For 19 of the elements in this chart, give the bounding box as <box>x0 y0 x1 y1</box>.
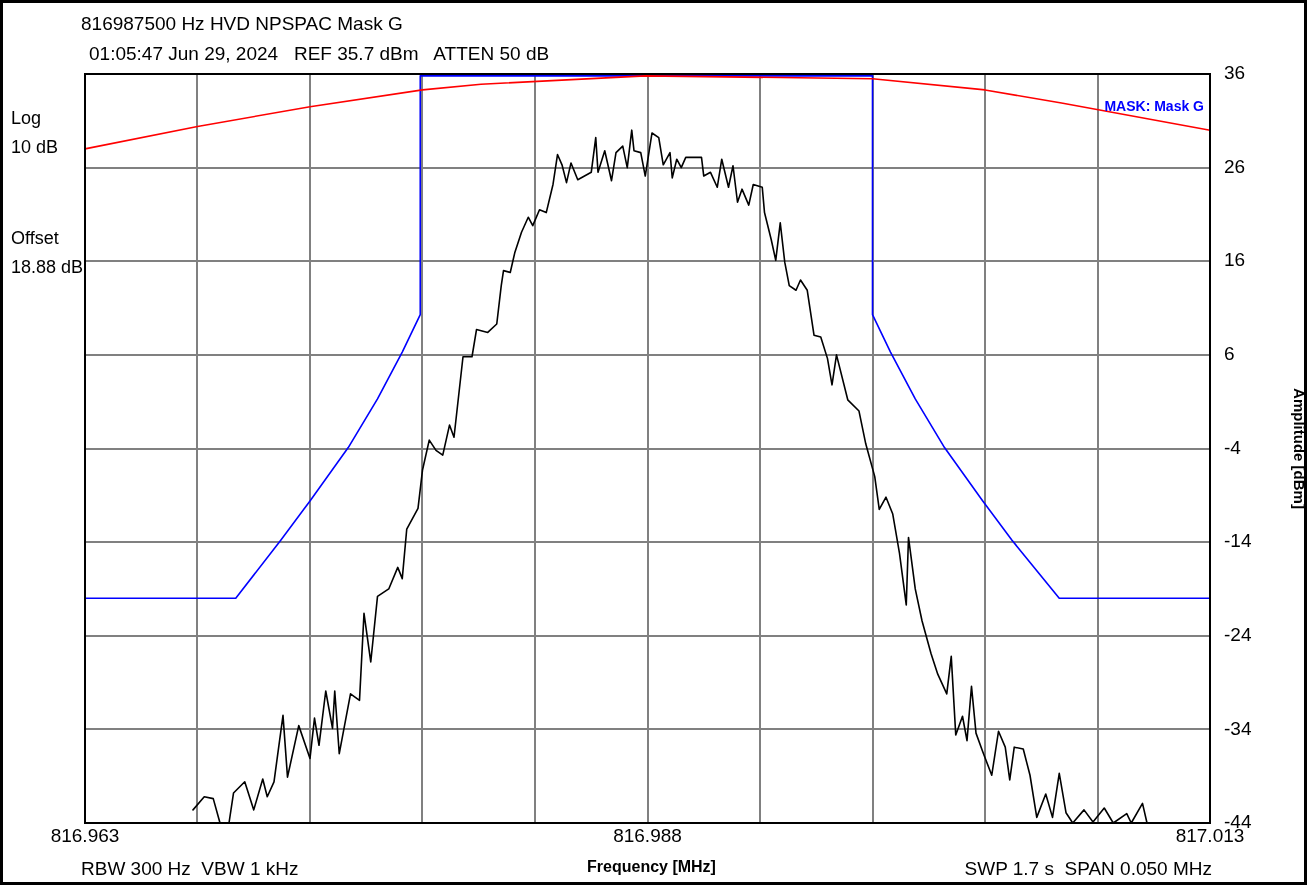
y-tick-label: -14 <box>1224 530 1252 552</box>
text: RBW 300 Hz VBW 1 kHz <box>81 858 299 880</box>
y-tick-label: -24 <box>1224 623 1252 645</box>
text: Offset 18.88 dB <box>11 227 84 279</box>
y-tick-label: 16 <box>1224 249 1246 271</box>
x-tick-label: 816.963 <box>50 824 120 846</box>
text: Log 10 dB <box>11 107 59 159</box>
x-axis-title: Frequency [MHz] <box>587 858 716 875</box>
y-tick-label: 6 <box>1224 343 1235 365</box>
y-tick-label: 36 <box>1224 62 1246 84</box>
y-tick-label: -4 <box>1224 436 1242 458</box>
y-tick-label: -34 <box>1224 717 1252 739</box>
y-tick-label: 26 <box>1224 155 1246 177</box>
text: SWP 1.7 s SPAN 0.050 MHz <box>964 858 1212 880</box>
y-axis-title: Amplitude [dBm] <box>1290 388 1307 509</box>
text: MASK: Mask G <box>1104 97 1205 114</box>
chart-title: 816987500 Hz HVD NPSPAC Mask G <box>81 13 403 35</box>
x-tick-label: 816.988 <box>613 824 682 846</box>
chart-subtitle: 01:05:47 Jun 29, 2024 REF 35.7 dBm ATTEN 50 dB <box>89 43 550 65</box>
